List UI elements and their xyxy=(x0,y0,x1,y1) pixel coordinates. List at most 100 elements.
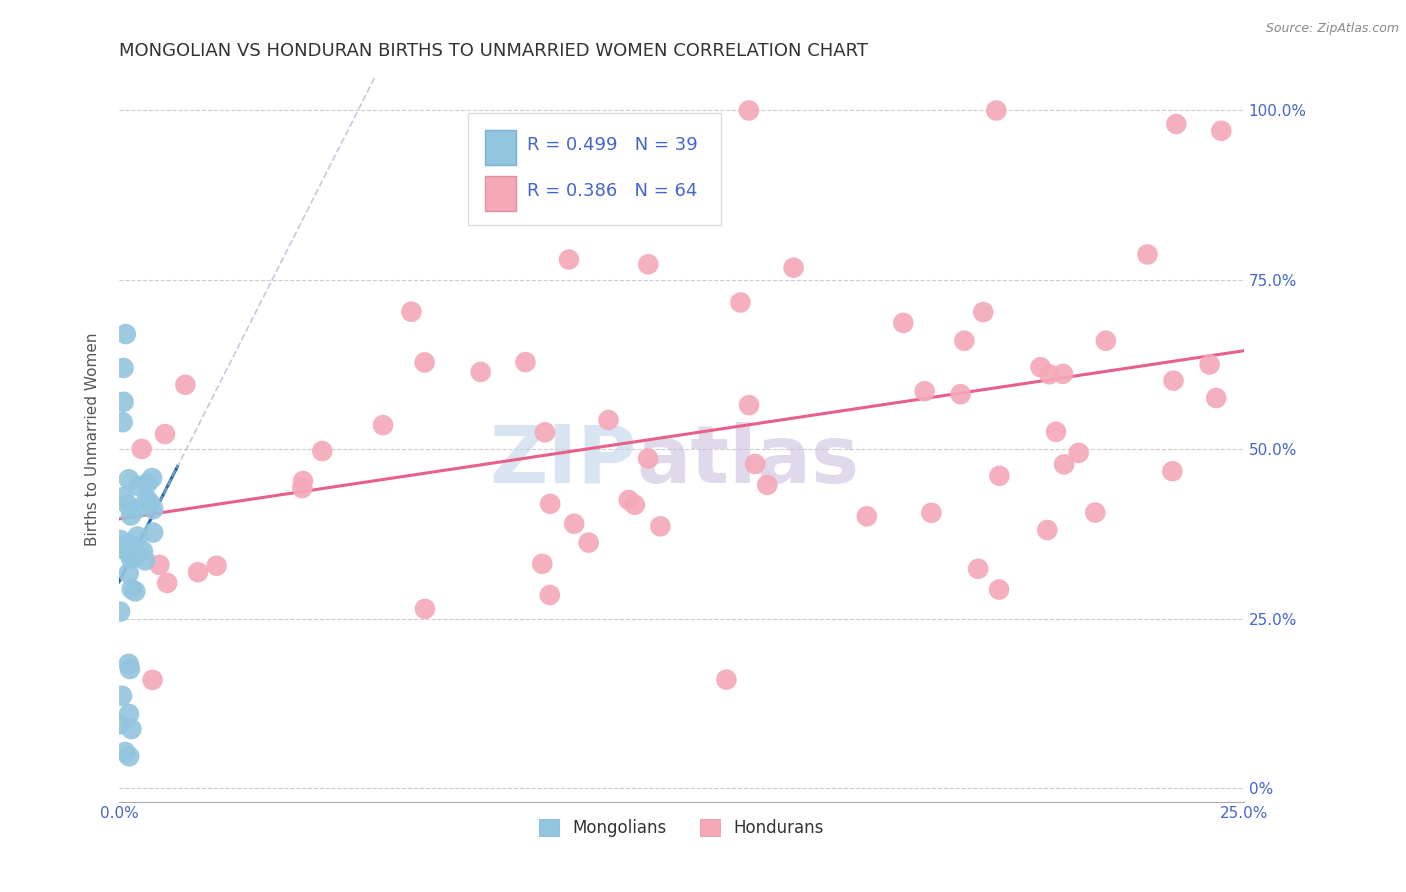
Point xyxy=(292,474,315,488)
Text: R = 0.386   N = 64: R = 0.386 N = 64 xyxy=(527,182,697,200)
Point xyxy=(111,689,134,703)
Point xyxy=(111,415,134,429)
Point xyxy=(141,471,163,485)
Point xyxy=(118,706,141,721)
Point xyxy=(401,304,423,318)
Point xyxy=(650,519,672,533)
Point xyxy=(110,533,132,547)
Point xyxy=(1052,367,1074,381)
Point xyxy=(121,582,143,596)
Point xyxy=(139,496,162,510)
Point xyxy=(515,355,537,369)
Point xyxy=(131,442,153,456)
Point xyxy=(1095,334,1118,348)
Point xyxy=(112,394,135,409)
Point xyxy=(1198,358,1220,372)
Point xyxy=(108,605,131,619)
Text: R = 0.499   N = 39: R = 0.499 N = 39 xyxy=(527,136,697,154)
Point xyxy=(187,566,209,580)
Point xyxy=(110,717,132,731)
Y-axis label: Births to Unmarried Women: Births to Unmarried Women xyxy=(86,333,100,546)
Point xyxy=(371,418,394,433)
Point xyxy=(578,535,600,549)
Point xyxy=(756,478,779,492)
Point xyxy=(120,508,142,523)
Legend: Mongolians, Hondurans: Mongolians, Hondurans xyxy=(533,813,831,844)
Point xyxy=(413,355,436,369)
Point xyxy=(730,295,752,310)
Point xyxy=(1029,360,1052,375)
Point xyxy=(558,252,581,267)
Point xyxy=(148,558,170,572)
Text: Source: ZipAtlas.com: Source: ZipAtlas.com xyxy=(1265,22,1399,36)
Point xyxy=(531,557,554,571)
Point xyxy=(112,542,135,557)
Point xyxy=(153,427,176,442)
Point xyxy=(1084,506,1107,520)
Point xyxy=(967,562,990,576)
Point xyxy=(953,334,976,348)
Point xyxy=(1211,124,1233,138)
Point xyxy=(1067,446,1090,460)
FancyBboxPatch shape xyxy=(485,176,516,211)
Point xyxy=(118,657,141,671)
Point xyxy=(291,481,314,495)
Point xyxy=(972,305,994,319)
Point xyxy=(121,539,143,553)
Point xyxy=(1166,117,1188,131)
Point xyxy=(1205,391,1227,405)
Point xyxy=(118,662,141,676)
Point xyxy=(125,502,148,516)
Point xyxy=(598,413,620,427)
Point xyxy=(141,673,163,687)
Text: ZIP: ZIP xyxy=(489,422,637,500)
Point xyxy=(1038,368,1060,382)
Point xyxy=(782,260,804,275)
Point xyxy=(117,498,139,512)
Point xyxy=(988,468,1011,483)
Point xyxy=(988,582,1011,597)
Point xyxy=(1045,425,1067,439)
Point xyxy=(125,547,148,561)
Point xyxy=(413,602,436,616)
Point xyxy=(128,479,150,493)
Point xyxy=(117,545,139,559)
Point xyxy=(132,544,155,558)
Point xyxy=(112,360,135,375)
Point xyxy=(174,377,197,392)
FancyBboxPatch shape xyxy=(468,113,721,225)
Point xyxy=(986,103,1008,118)
Point xyxy=(856,509,879,524)
Point xyxy=(205,558,228,573)
Point xyxy=(114,327,136,342)
Point xyxy=(142,502,165,516)
Point xyxy=(738,103,761,118)
Point xyxy=(134,553,156,567)
Text: atlas: atlas xyxy=(637,422,859,500)
Point xyxy=(135,491,157,506)
Point xyxy=(949,387,972,401)
Point xyxy=(118,566,141,581)
Point xyxy=(121,549,143,564)
Point xyxy=(562,516,585,531)
Point xyxy=(1136,247,1159,261)
Point xyxy=(118,472,141,486)
FancyBboxPatch shape xyxy=(485,130,516,165)
Point xyxy=(891,316,914,330)
Point xyxy=(624,498,647,512)
Point xyxy=(114,745,136,759)
Point xyxy=(127,529,149,543)
Point xyxy=(142,525,165,540)
Point xyxy=(744,457,766,471)
Point xyxy=(914,384,936,399)
Point xyxy=(538,497,561,511)
Point xyxy=(120,722,142,736)
Point xyxy=(117,537,139,551)
Point xyxy=(156,576,179,591)
Point xyxy=(716,673,738,687)
Point xyxy=(1161,464,1184,478)
Point xyxy=(124,584,146,599)
Point xyxy=(120,552,142,566)
Point xyxy=(118,749,141,764)
Text: MONGOLIAN VS HONDURAN BIRTHS TO UNMARRIED WOMEN CORRELATION CHART: MONGOLIAN VS HONDURAN BIRTHS TO UNMARRIE… xyxy=(120,42,868,60)
